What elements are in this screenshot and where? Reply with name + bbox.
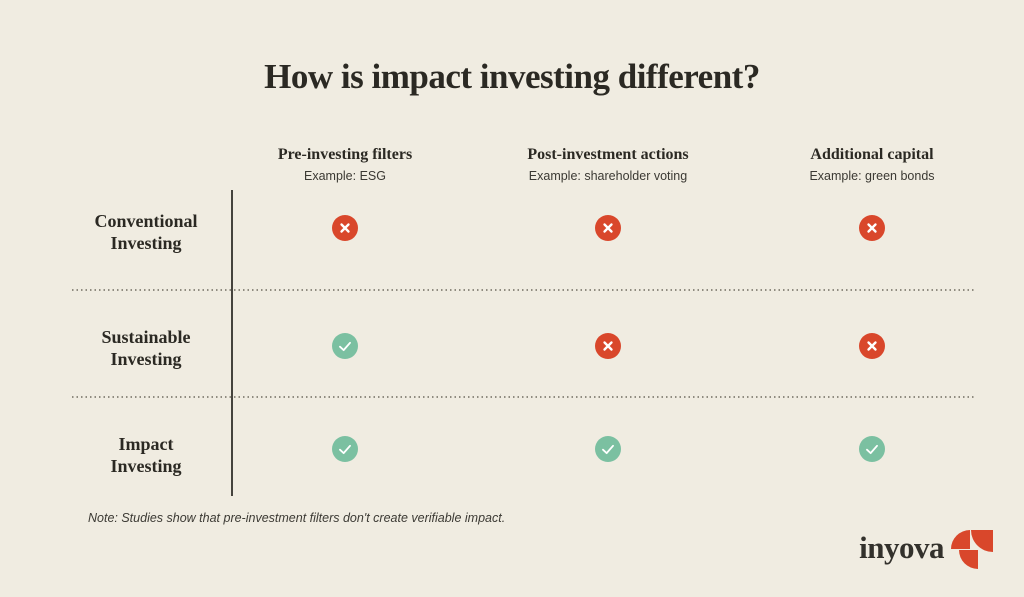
column-header-additional-capital: Additional capital Example: green bonds — [809, 146, 934, 183]
row-label-line: Impact — [118, 434, 174, 454]
row-label-impact-investing: Impact Investing — [40, 433, 252, 477]
row-label-conventional-investing: Conventional Investing — [40, 210, 252, 254]
column-example: Example: shareholder voting — [528, 169, 688, 183]
x-icon — [332, 215, 358, 241]
check-icon — [859, 436, 885, 462]
x-icon — [595, 215, 621, 241]
column-label: Post-investment actions — [527, 146, 689, 163]
column-example: Example: ESG — [304, 169, 386, 183]
row-label-line: Investing — [110, 349, 182, 369]
column-header-post-investment-actions: Post-investment actions Example: shareho… — [527, 146, 688, 183]
row-label-sustainable-investing: Sustainable Investing — [40, 326, 252, 370]
column-label: Pre-investing filters — [277, 146, 413, 163]
row-divider-1 — [72, 289, 975, 291]
column-header-pre-investing-filters: Pre-investing filters Example: ESG — [278, 146, 412, 183]
row-divider-2 — [72, 396, 975, 398]
row-label-line: Conventional — [94, 211, 198, 231]
row-label-line: Investing — [110, 456, 182, 476]
check-icon — [332, 333, 358, 359]
check-icon — [332, 436, 358, 462]
column-example: Example: green bonds — [809, 169, 935, 183]
check-icon — [595, 436, 621, 462]
x-icon — [859, 215, 885, 241]
column-label: Additional capital — [810, 146, 934, 163]
inyova-logomark-icon — [951, 528, 993, 572]
inyova-wordmark: inyova — [859, 529, 944, 565]
vertical-divider — [231, 190, 233, 496]
logomark-petal — [971, 530, 993, 552]
logomark-petal — [959, 550, 978, 569]
footnote: Note: Studies show that pre-investment f… — [88, 511, 506, 525]
page-title: How is impact investing different? — [264, 57, 760, 96]
logomark-petal — [951, 530, 970, 549]
inyova-logo: inyova — [859, 528, 993, 572]
row-label-line: Investing — [110, 233, 182, 253]
x-icon — [859, 333, 885, 359]
x-icon — [595, 333, 621, 359]
row-label-line: Sustainable — [101, 327, 191, 347]
